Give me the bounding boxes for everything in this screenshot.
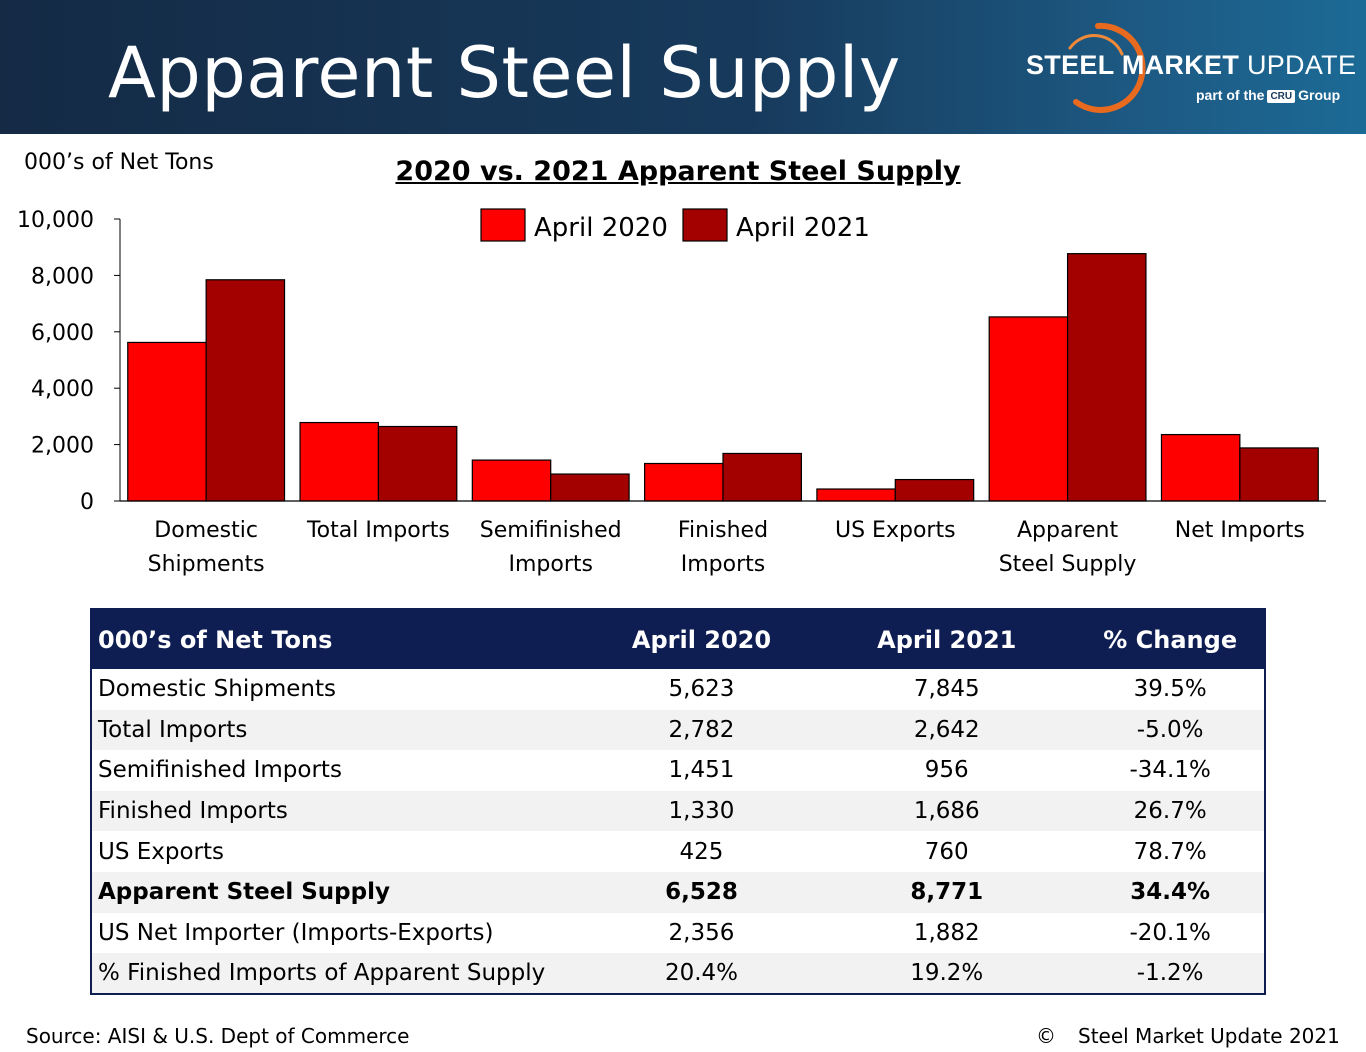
cell-pct-change: -1.2%	[1076, 953, 1265, 994]
x-category-label: Finished	[678, 518, 768, 543]
logo-tagline: part of the CRU Group	[1196, 87, 1341, 103]
bar-april-2021	[205, 279, 286, 502]
cell-april-2021: 956	[924, 757, 969, 784]
copyright-icon: ©	[1036, 1024, 1056, 1048]
page-title: Apparent Steel Supply	[108, 32, 901, 114]
cell-april-2020: 1,451	[668, 757, 735, 784]
row-label: Domestic Shipments	[98, 676, 336, 703]
cell-april-2021: 8,771	[817, 871, 1077, 913]
x-category-label: US Exports	[835, 518, 956, 543]
bar-april-2020	[1160, 433, 1241, 502]
cell-pct-change: 26.7%	[1076, 790, 1265, 832]
steel-market-update-logo: STEEL MARKET UPDATE part of the CRU Group	[1010, 14, 1360, 124]
row-label: US Net Importer (Imports-Exports)	[98, 919, 494, 946]
cell-april-2021: 2,642	[817, 709, 1077, 751]
copyright-note: © Steel Market Update 2021	[1036, 1024, 1340, 1048]
cell-pct-change: 78.7%	[1133, 838, 1207, 865]
cell-april-2021: 760	[924, 838, 969, 865]
bar-april-2020	[471, 459, 552, 502]
cell-pct-change: 34.4%	[1076, 871, 1265, 913]
chart-title: 2020 vs. 2021 Apparent Steel Supply	[395, 156, 961, 187]
legend-swatch	[480, 208, 526, 242]
table-row: Finished Imports 1,330 1,686 26.7%	[91, 790, 1265, 832]
row-label: Apparent Steel Supply	[91, 871, 586, 913]
cell-april-2020: 2,356	[668, 919, 735, 946]
row-label: Semifinished Imports	[98, 757, 342, 784]
table-header-row: 000’s of Net Tons April 2020 April 2021 …	[91, 609, 1265, 669]
cell-pct-change: -5.0%	[1076, 709, 1265, 751]
table-row: % Finished Imports of Apparent Supply 20…	[91, 953, 1265, 994]
data-table: 000’s of Net Tons April 2020 April 2021 …	[90, 608, 1266, 995]
cell-pct-change: 39.5%	[1133, 676, 1207, 703]
table-header-label: 000’s of Net Tons	[91, 609, 586, 669]
cell-april-2021: 19.2%	[817, 953, 1077, 994]
table-row: Total Imports 2,782 2,642 -5.0%	[91, 709, 1265, 751]
legend-swatch	[682, 208, 728, 242]
legend-label: April 2021	[736, 213, 870, 243]
table-row: Domestic Shipments 5,623 7,845 39.5%	[91, 669, 1265, 710]
table-header-pct-change: % Change	[1076, 609, 1265, 669]
cell-april-2021: 1,686	[817, 790, 1077, 832]
logo-arc-icon	[1068, 22, 1146, 113]
bar-april-2021	[1066, 253, 1147, 502]
bar-april-2020	[644, 462, 724, 502]
row-label: Total Imports	[91, 709, 586, 751]
table-header-april-2021: April 2021	[817, 609, 1077, 669]
table-row: US Net Importer (Imports-Exports) 2,356 …	[91, 913, 1265, 954]
cell-april-2020: 2,782	[585, 709, 818, 751]
y-tick-label: 2,000	[31, 434, 94, 459]
x-category-label: Semifinished	[480, 518, 622, 543]
cell-april-2020: 1,330	[585, 790, 818, 832]
cell-april-2021: 7,845	[913, 676, 980, 703]
y-tick-label: 0	[80, 490, 94, 515]
x-category-label: Net Imports	[1175, 518, 1305, 543]
x-category-label: Steel Supply	[999, 552, 1137, 577]
source-note: Source: AISI & U.S. Dept of Commerce	[26, 1024, 410, 1048]
y-axis-units-label: 000’s of Net Tons	[24, 150, 214, 175]
bar-april-2021	[894, 478, 975, 502]
bar-april-2021	[377, 425, 458, 502]
header-banner: Apparent Steel Supply STEEL MARKET UPDAT…	[0, 0, 1366, 134]
cell-pct-change: -20.1%	[1129, 919, 1211, 946]
bar-april-2021	[1239, 447, 1319, 502]
table-header-april-2020: April 2020	[585, 609, 818, 669]
row-label: % Finished Imports of Apparent Supply	[91, 953, 586, 994]
cell-april-2020: 20.4%	[585, 953, 818, 994]
cell-april-2020: 425	[679, 838, 724, 865]
x-category-label: Domestic	[154, 518, 258, 543]
table-row: Semifinished Imports 1,451 956 -34.1%	[91, 750, 1265, 791]
table-row: US Exports 425 760 78.7%	[91, 831, 1265, 872]
x-category-label: Imports	[508, 552, 592, 577]
cell-pct-change: -34.1%	[1129, 757, 1211, 784]
table-row: Apparent Steel Supply 6,528 8,771 34.4%	[91, 871, 1265, 913]
row-label: US Exports	[98, 838, 225, 865]
x-category-label: Apparent	[1017, 518, 1119, 543]
bar-april-2020	[816, 488, 896, 502]
bar-april-2020	[127, 341, 207, 502]
x-category-label: Shipments	[148, 552, 265, 577]
bar-april-2020	[988, 316, 1069, 502]
row-label: Finished Imports	[91, 790, 586, 832]
bar-chart: 0 2,000 4,000 6,000 8,000 10,000 Domestic Shipm…	[17, 208, 1326, 577]
x-category-label: Total Imports	[306, 518, 450, 543]
y-tick-label: 4,000	[31, 377, 94, 402]
bar-april-2021	[550, 473, 630, 502]
cell-april-2020: 6,528	[585, 871, 818, 913]
y-tick-label: 10,000	[17, 208, 94, 233]
x-category-label: Imports	[681, 552, 765, 577]
logo-wordmark: STEEL MARKET UPDATE	[1026, 50, 1357, 80]
legend-label: April 2020	[534, 213, 668, 243]
cru-badge: CRU	[1267, 90, 1296, 103]
y-tick-label: 6,000	[31, 321, 94, 346]
bar-april-2020	[299, 421, 380, 502]
cell-april-2020: 5,623	[668, 676, 735, 703]
cell-april-2021: 1,882	[913, 919, 980, 946]
bar-april-2021	[722, 452, 802, 502]
y-tick-label: 8,000	[31, 264, 94, 289]
